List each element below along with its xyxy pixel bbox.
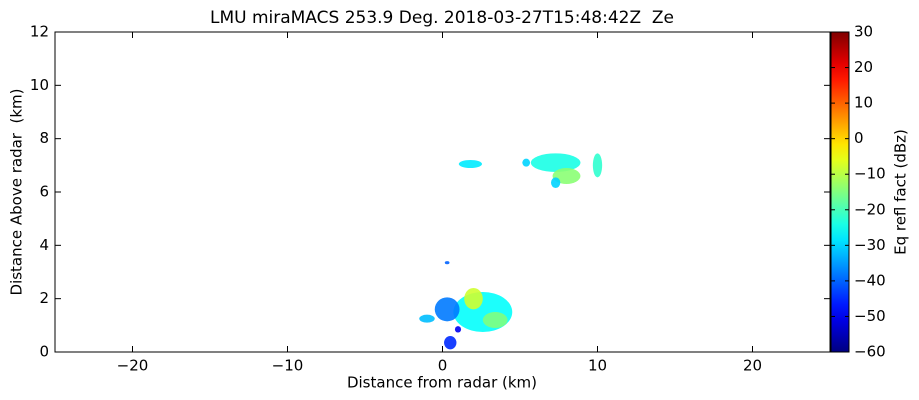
echo	[522, 158, 531, 167]
y-tick-label: 4	[39, 236, 49, 254]
x-tick-label: 0	[438, 357, 448, 375]
x-tick-label: 10	[588, 357, 607, 375]
y-tick-label: 12	[30, 23, 49, 41]
colorbar-tick-label: 20	[854, 58, 873, 76]
x-tick-label: −20	[117, 357, 149, 375]
y-tick-label: 0	[39, 343, 49, 361]
y-tick-label: 8	[39, 129, 49, 147]
x-tick-label: 20	[743, 357, 762, 375]
colorbar-tick-label: 0	[854, 129, 864, 147]
y-tick-label: 10	[30, 76, 49, 94]
colorbar-tick-label: −30	[854, 236, 886, 254]
echo	[592, 153, 603, 178]
echo	[482, 312, 508, 328]
echo	[419, 314, 435, 323]
echo	[458, 160, 483, 168]
colorbar-tick-label: 30	[854, 23, 873, 41]
colorbar-tick-label: 10	[854, 94, 873, 112]
colorbar-label: Eq refl fact (dBz)	[892, 129, 910, 255]
colorbar-tick-label: −40	[854, 271, 886, 289]
colorbar-tick-label: −10	[854, 165, 886, 183]
y-tick-label: 6	[39, 183, 49, 201]
y-tick-label: 2	[39, 289, 49, 307]
y-axis-label: Distance Above radar (km)	[8, 89, 26, 296]
chart-title: LMU miraMACS 253.9 Deg. 2018-03-27T15:48…	[210, 8, 674, 28]
echo	[530, 153, 581, 173]
echo	[551, 177, 561, 189]
x-axis-label: Distance from radar (km)	[347, 374, 537, 392]
echo	[444, 261, 450, 265]
echo	[464, 288, 483, 310]
colorbar	[830, 31, 850, 353]
colorbar-tick-label: −20	[854, 200, 886, 218]
echo	[444, 336, 457, 350]
colorbar-tick-label: −50	[854, 307, 886, 325]
echo	[453, 292, 513, 332]
echo	[434, 297, 460, 322]
colorbar-tick-label: −60	[854, 343, 886, 361]
echo	[454, 326, 462, 333]
x-tick-label: −10	[272, 357, 304, 375]
